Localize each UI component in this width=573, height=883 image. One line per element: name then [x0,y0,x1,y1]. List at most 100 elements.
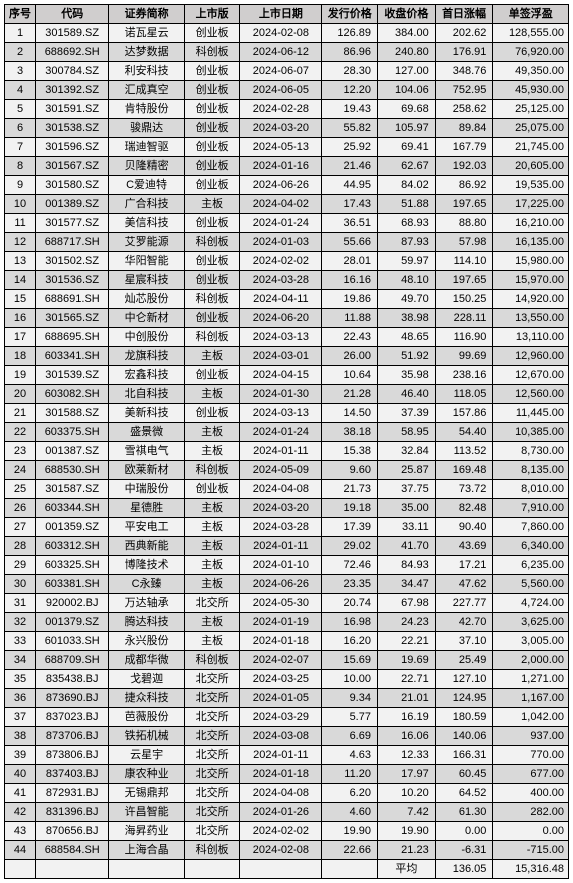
cell-board: 主板 [184,632,240,651]
cell-prof: 45,930.00 [493,81,569,100]
cell-code: 837403.BJ [36,765,109,784]
cell-date: 2024-03-08 [240,727,322,746]
cell-date: 2024-06-26 [240,575,322,594]
cell-code: 603312.SH [36,537,109,556]
cell-close: 62.67 [377,157,435,176]
cell-date: 2024-03-20 [240,119,322,138]
cell-name: 西典新能 [109,537,184,556]
cell-close: 25.87 [377,461,435,480]
table-row: 1301589.SZ诺瓦星云创业板2024-02-08126.89384.002… [5,24,569,43]
cell-issue: 15.38 [322,442,378,461]
cell-seq: 12 [5,233,36,252]
cell-date: 2024-01-10 [240,556,322,575]
cell-date: 2024-01-05 [240,689,322,708]
cell-board: 科创板 [184,461,240,480]
cell-chg: 47.62 [435,575,493,594]
cell-board: 创业板 [184,309,240,328]
cell-issue: 11.88 [322,309,378,328]
cell-issue: 29.02 [322,537,378,556]
cell-seq: 37 [5,708,36,727]
cell-prof: 677.00 [493,765,569,784]
cell-chg: 124.95 [435,689,493,708]
cell-close: 87.93 [377,233,435,252]
cell-code: 001359.SZ [36,518,109,537]
cell-close: 10.20 [377,784,435,803]
cell-issue: 6.69 [322,727,378,746]
cell-board: 科创板 [184,233,240,252]
cell-prof: 6,340.00 [493,537,569,556]
cell-name: 骏鼎达 [109,119,184,138]
cell-prof: 10,385.00 [493,423,569,442]
cell-board: 创业板 [184,176,240,195]
cell-name: 贝隆精密 [109,157,184,176]
cell-chg: 25.49 [435,651,493,670]
cell-date: 2024-04-08 [240,480,322,499]
cell-chg: 166.31 [435,746,493,765]
cell-close: 37.75 [377,480,435,499]
cell-prof: 13,110.00 [493,328,569,347]
cell-seq: 10 [5,195,36,214]
cell-close: 24.23 [377,613,435,632]
cell-prof: 12,560.00 [493,385,569,404]
cell-code: 301596.SZ [36,138,109,157]
cell-prof: 282.00 [493,803,569,822]
cell-close: 19.90 [377,822,435,841]
table-row: 23001387.SZ雪祺电气主板2024-01-1115.3832.84113… [5,442,569,461]
cell-prof: 937.00 [493,727,569,746]
cell-issue: 4.63 [322,746,378,765]
cell-chg: 43.69 [435,537,493,556]
cell-chg: 89.84 [435,119,493,138]
cell-close: 51.88 [377,195,435,214]
cell-seq: 22 [5,423,36,442]
cell-prof: -715.00 [493,841,569,860]
cell-issue: 17.39 [322,518,378,537]
table-row: 24688530.SH欧莱新材科创板2024-05-099.6025.87169… [5,461,569,480]
cell-chg: 180.59 [435,708,493,727]
cell-board: 创业板 [184,24,240,43]
cell-date: 2024-06-26 [240,176,322,195]
cell-seq: 35 [5,670,36,689]
cell-date: 2024-02-28 [240,100,322,119]
cell-date: 2024-01-26 [240,803,322,822]
cell-date: 2024-04-02 [240,195,322,214]
cell-seq: 16 [5,309,36,328]
cell-name: 上海合晶 [109,841,184,860]
cell-date: 2024-01-11 [240,442,322,461]
cell-issue: 28.30 [322,62,378,81]
table-row: 12688717.SH艾罗能源科创板2024-01-0355.6687.9357… [5,233,569,252]
avg-row: 平均136.0515,316.48 [5,860,569,879]
cell-code: 688530.SH [36,461,109,480]
cell-date: 2024-05-13 [240,138,322,157]
cell-seq: 15 [5,290,36,309]
cell-seq: 1 [5,24,36,43]
cell-date: 2024-01-24 [240,423,322,442]
cell-code: 831396.BJ [36,803,109,822]
cell-date: 2024-03-13 [240,404,322,423]
cell-issue: 86.96 [322,43,378,62]
cell-date: 2024-02-02 [240,822,322,841]
cell-date: 2024-04-11 [240,290,322,309]
cell-seq: 36 [5,689,36,708]
cell-chg: 140.06 [435,727,493,746]
table-row: 25301587.SZ中瑞股份创业板2024-04-0821.7337.7573… [5,480,569,499]
cell-seq: 11 [5,214,36,233]
cell-chg: 228.11 [435,309,493,328]
cell-code: 001387.SZ [36,442,109,461]
cell-chg: 0.00 [435,822,493,841]
cell-code: 920002.BJ [36,594,109,613]
cell-chg: 73.72 [435,480,493,499]
cell-date: 2024-02-07 [240,651,322,670]
cell-chg: 42.70 [435,613,493,632]
cell-code: 688709.SH [36,651,109,670]
cell-board: 主板 [184,613,240,632]
cell-date: 2024-02-08 [240,24,322,43]
cell-chg: 157.86 [435,404,493,423]
cell-board: 科创板 [184,290,240,309]
cell-name: 灿芯股份 [109,290,184,309]
cell-code: 603341.SH [36,347,109,366]
cell-prof: 5,560.00 [493,575,569,594]
header-row: 序号 代码 证券简称 上市版 上市日期 发行价格 收盘价格 首日涨幅 单签浮盈 [5,5,569,24]
cell-seq: 29 [5,556,36,575]
cell-name: 捷众科技 [109,689,184,708]
cell-date: 2024-06-05 [240,81,322,100]
